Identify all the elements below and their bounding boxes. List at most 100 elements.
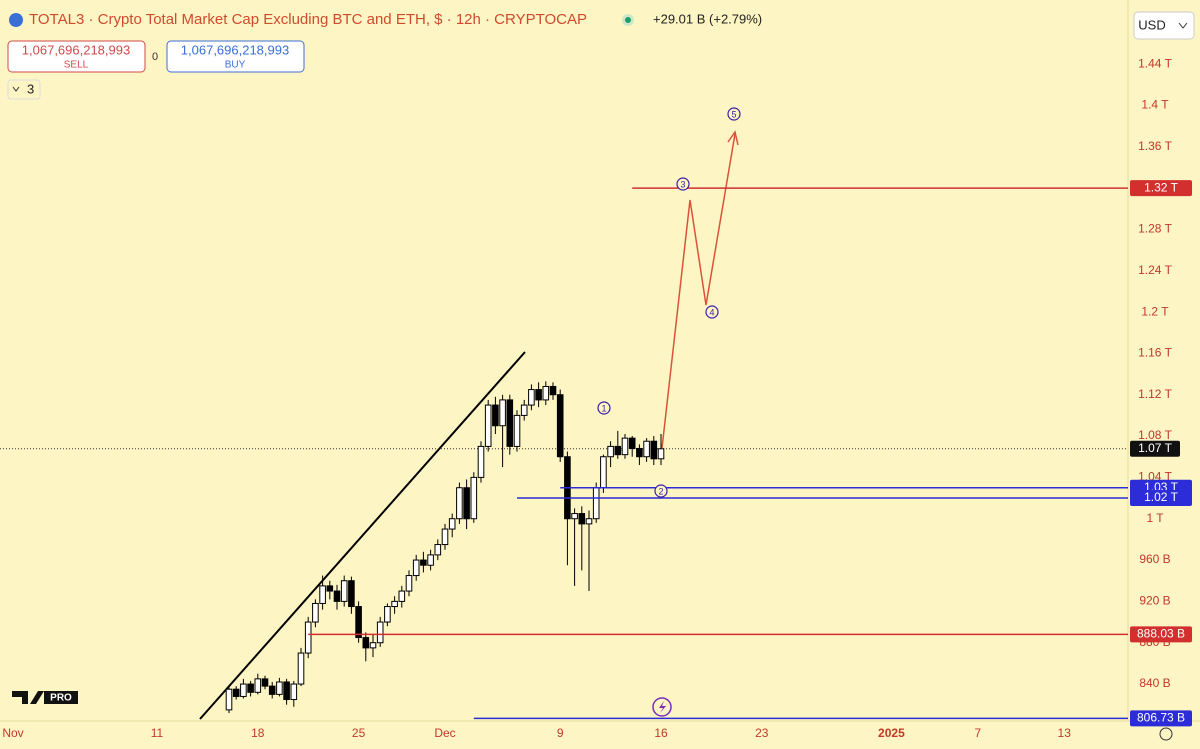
logo-badge bbox=[44, 691, 78, 704]
candle-body bbox=[621, 437, 629, 456]
currency-button[interactable] bbox=[1133, 11, 1195, 40]
buy-label: BUY bbox=[225, 60, 246, 71]
candle-body bbox=[376, 621, 384, 644]
candle-body bbox=[348, 580, 355, 608]
candle-body bbox=[391, 600, 398, 608]
indicator-toggle[interactable] bbox=[7, 79, 41, 100]
trend-line bbox=[199, 351, 526, 720]
candle-body bbox=[297, 652, 305, 685]
logo bbox=[12, 691, 44, 704]
candle-body bbox=[499, 399, 506, 427]
buy-button[interactable] bbox=[166, 40, 305, 73]
candle-body bbox=[312, 602, 319, 623]
y-tick-label: 1 T bbox=[1146, 511, 1164, 525]
candle-body bbox=[240, 683, 247, 697]
candle-body bbox=[362, 637, 370, 649]
symbol-icon bbox=[9, 13, 23, 27]
candle-body bbox=[434, 544, 442, 556]
alert-icon bbox=[659, 701, 666, 713]
y-tick-label: 960 B bbox=[1139, 552, 1170, 566]
wave-marker bbox=[597, 401, 611, 415]
candle-body bbox=[355, 606, 362, 639]
price-label: 1.32 T bbox=[1144, 180, 1178, 194]
candle-body bbox=[247, 683, 254, 693]
candle-body bbox=[232, 688, 240, 697]
wave-marker bbox=[727, 107, 741, 121]
candle-body bbox=[369, 642, 377, 649]
x-tick-label: 2025 bbox=[878, 726, 905, 740]
sell-button[interactable] bbox=[7, 40, 146, 73]
price-label-box bbox=[1130, 440, 1180, 457]
candle-body bbox=[470, 476, 478, 520]
candle-body bbox=[528, 389, 535, 406]
candle-body bbox=[398, 590, 406, 602]
sell-label: SELL bbox=[64, 60, 89, 71]
wave-marker bbox=[676, 177, 690, 191]
x-tick-label: 16 bbox=[654, 726, 668, 740]
arrow-head bbox=[727, 130, 739, 146]
price-label-box bbox=[1130, 710, 1192, 727]
candle-body bbox=[384, 606, 391, 623]
candle-body bbox=[304, 621, 312, 654]
price-label-box bbox=[1130, 180, 1192, 197]
price-label: 1.07 T bbox=[1138, 441, 1172, 455]
candle-body bbox=[506, 399, 514, 447]
chart-title: TOTAL3 · Crypto Total Market Cap Excludi… bbox=[29, 11, 587, 28]
candle-body bbox=[448, 518, 456, 530]
y-tick-label: 1.16 T bbox=[1138, 346, 1172, 360]
candle-body bbox=[643, 440, 650, 458]
candle-body bbox=[420, 559, 427, 566]
candle-body bbox=[427, 554, 434, 566]
price-label: 888.03 B bbox=[1137, 627, 1185, 641]
y-tick-label: 1.2 T bbox=[1141, 304, 1169, 318]
candle-body bbox=[463, 487, 470, 520]
candle-body bbox=[535, 389, 542, 401]
candle-body bbox=[261, 678, 269, 687]
candle-body bbox=[405, 575, 413, 592]
candle-body bbox=[319, 585, 326, 604]
candle-body bbox=[556, 394, 564, 458]
x-tick-label: 13 bbox=[1058, 726, 1072, 740]
candle-body bbox=[441, 528, 449, 546]
y-tick-label: 1.36 T bbox=[1138, 139, 1172, 153]
y-tick-label: 920 B bbox=[1139, 594, 1170, 608]
candle-body bbox=[628, 437, 636, 449]
wave-label: 4 bbox=[709, 307, 714, 317]
candle-body bbox=[290, 683, 298, 701]
x-tick-label: Nov bbox=[2, 726, 23, 740]
candle-body bbox=[592, 487, 600, 520]
price-label-box bbox=[1130, 626, 1192, 643]
x-tick-label: 11 bbox=[151, 726, 164, 740]
candle-body bbox=[542, 385, 550, 401]
candle-body bbox=[333, 590, 341, 602]
y-tick-label: 840 B bbox=[1139, 676, 1170, 690]
candle-body bbox=[600, 456, 607, 489]
price-label: 806.73 B bbox=[1137, 711, 1185, 725]
candle-body bbox=[283, 681, 290, 701]
x-tick-label: 9 bbox=[557, 726, 564, 740]
wave-label: 5 bbox=[731, 109, 736, 119]
candle-body bbox=[636, 447, 643, 458]
wave-label: 3 bbox=[680, 179, 685, 189]
candle-body bbox=[571, 513, 578, 520]
candle-body bbox=[254, 678, 262, 693]
candle-body bbox=[513, 414, 521, 447]
y-tick-label: 1.28 T bbox=[1138, 222, 1172, 236]
alert-icon[interactable] bbox=[652, 697, 672, 717]
price-label-box bbox=[1130, 490, 1192, 507]
chevron bbox=[1178, 22, 1188, 29]
candle-body bbox=[578, 513, 586, 525]
settings-icon[interactable] bbox=[1159, 727, 1173, 741]
logo-badge-text: PRO bbox=[50, 693, 72, 704]
wave-marker bbox=[705, 305, 719, 319]
candle-body bbox=[650, 440, 658, 460]
candle-body bbox=[492, 404, 499, 427]
x-tick-label: 18 bbox=[251, 726, 265, 740]
wave-path bbox=[661, 133, 736, 449]
indicator-count: 3 bbox=[27, 81, 34, 96]
x-tick-label: 7 bbox=[974, 726, 981, 740]
x-tick-label: Dec bbox=[434, 726, 455, 740]
